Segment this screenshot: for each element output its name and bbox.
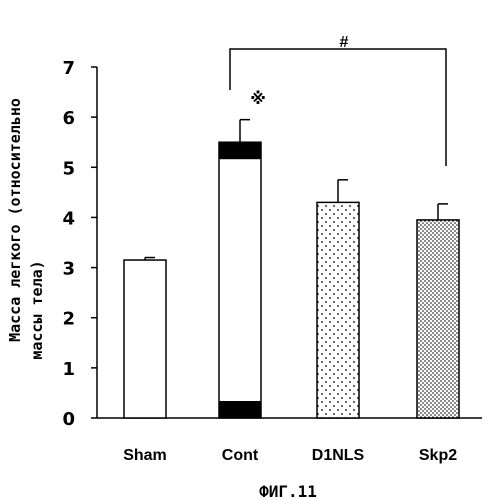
x-tick-label: D1NLS xyxy=(312,447,365,464)
significance-mark: ※ xyxy=(250,90,266,108)
y-tick-label: 4 xyxy=(62,208,75,229)
x-tick-label: Skp2 xyxy=(419,447,457,464)
y-tick-label: 5 xyxy=(62,158,75,179)
bar-skp2 xyxy=(417,220,459,418)
bracket-label: # xyxy=(340,34,349,51)
y-axis-label-line1: Масса легкого (относительно xyxy=(6,98,24,342)
y-tick-label: 6 xyxy=(62,108,75,129)
x-tick-labels: Sham Cont D1NLS Skp2 xyxy=(123,447,457,464)
y-tick-label: 3 xyxy=(62,259,75,280)
y-tick-label: 2 xyxy=(62,309,75,330)
bar-d1nls xyxy=(317,202,359,418)
bar-cap-top xyxy=(219,142,261,159)
bar-sham xyxy=(124,260,166,418)
y-axis-label-line2: массы тела) xyxy=(28,260,46,359)
bars xyxy=(124,120,459,418)
y-ticks: 0 1 2 3 4 5 6 7 xyxy=(62,58,97,430)
x-tick-label: Sham xyxy=(123,447,167,464)
y-tick-label: 7 xyxy=(62,58,75,79)
bar-cap-bottom xyxy=(219,401,261,418)
bar-cont xyxy=(219,142,261,418)
annotations: #※ xyxy=(230,34,446,166)
y-tick-label: 1 xyxy=(62,359,75,380)
figure-caption: ФИГ.11 xyxy=(259,482,317,500)
y-tick-label: 0 xyxy=(62,409,75,430)
x-tick-label: Cont xyxy=(222,447,259,464)
